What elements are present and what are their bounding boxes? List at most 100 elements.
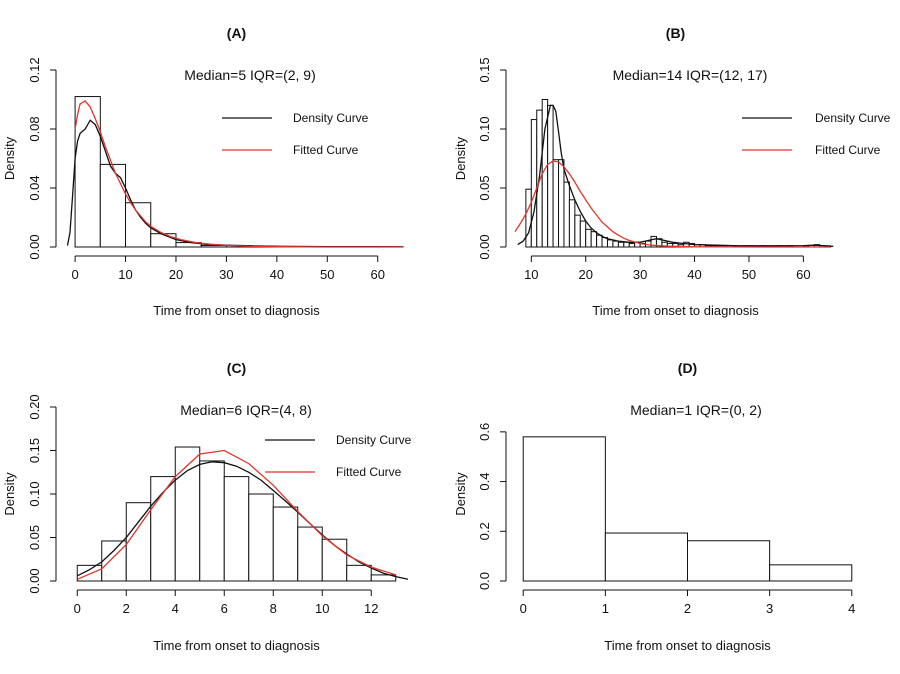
legend: Density Curve Fitted Curve xyxy=(222,111,369,157)
histogram-bar xyxy=(102,541,127,581)
histogram-bar xyxy=(531,120,536,247)
x-tick-label: 60 xyxy=(796,267,810,282)
x-axis-label: Time from onset to diagnosis xyxy=(604,638,771,653)
histogram-bar xyxy=(688,541,770,581)
y-tick-label: 0.10 xyxy=(477,116,492,141)
legend-label: Density Curve xyxy=(293,111,369,125)
histogram-bar xyxy=(151,234,176,247)
panel-title: (C) xyxy=(227,360,246,376)
x-tick-label: 0 xyxy=(74,601,81,616)
chart-panel-b: (B) Median=14 IQR=(12, 17) 10 20 30 40 50 60 Tim… xyxy=(453,25,891,318)
histogram-bar xyxy=(613,241,618,247)
histogram-bar xyxy=(249,494,274,581)
histogram-bar xyxy=(605,533,687,581)
x-tick-label: 10 xyxy=(524,267,538,282)
histogram-bar xyxy=(580,221,585,247)
histogram-bar xyxy=(553,160,558,247)
legend-label: Fitted Curve xyxy=(336,465,402,479)
y-tick-label: 0.20 xyxy=(27,394,42,419)
x-tick-label: 30 xyxy=(633,267,647,282)
y-tick-label: 0.00 xyxy=(477,234,492,259)
x-tick-label: 1 xyxy=(602,601,609,616)
x-tick-label: 12 xyxy=(364,601,378,616)
y-tick-label: 0.05 xyxy=(27,525,42,550)
panel-title: (D) xyxy=(678,360,697,376)
y-tick-label: 0.12 xyxy=(27,57,42,82)
histogram-bar xyxy=(100,164,125,247)
x-tick-label: 2 xyxy=(684,601,691,616)
stat-annotation: Median=6 IQR=(4, 8) xyxy=(180,402,312,418)
histogram-bar xyxy=(607,240,612,247)
histogram-bar xyxy=(564,182,569,247)
x-axis-label: Time from onset to diagnosis xyxy=(153,303,320,318)
legend-label: Density Curve xyxy=(815,111,891,125)
histogram-bar xyxy=(200,461,225,581)
x-tick-label: 30 xyxy=(219,267,233,282)
histogram-bar xyxy=(575,215,580,247)
histogram-bar xyxy=(586,229,591,247)
y-tick-label: 0.15 xyxy=(27,438,42,463)
y-tick-label: 0.08 xyxy=(27,116,42,141)
x-tick-label: 0 xyxy=(71,267,78,282)
histogram-bar xyxy=(75,97,100,247)
histogram-bar xyxy=(629,243,634,247)
histogram-bar xyxy=(548,105,553,247)
stat-annotation: Median=5 IQR=(2, 9) xyxy=(184,67,316,83)
y-tick-label: 0.2 xyxy=(477,522,492,540)
histogram-bar xyxy=(624,242,629,247)
y-axis-label: Density xyxy=(2,472,17,516)
histogram-bar xyxy=(224,477,249,581)
y-tick-label: 0.00 xyxy=(27,568,42,593)
y-tick-label: 0.05 xyxy=(477,175,492,200)
x-tick-label: 2 xyxy=(123,601,130,616)
histogram-bar xyxy=(347,565,372,581)
y-tick-label: 0.4 xyxy=(477,473,492,491)
histogram-bar xyxy=(526,189,531,247)
x-axis-label: Time from onset to diagnosis xyxy=(592,303,759,318)
panel-title: (B) xyxy=(666,25,685,41)
histogram-bar xyxy=(618,242,623,247)
x-tick-label: 60 xyxy=(371,267,385,282)
histogram-bar xyxy=(273,507,298,581)
x-tick-label: 10 xyxy=(118,267,132,282)
legend: Density Curve Fitted Curve xyxy=(265,433,412,479)
x-tick-label: 10 xyxy=(315,601,329,616)
y-tick-label: 0.04 xyxy=(27,175,42,200)
panel-title: (A) xyxy=(227,25,246,41)
x-tick-label: 40 xyxy=(687,267,701,282)
y-axis-label: Density xyxy=(453,136,468,180)
histogram-bar xyxy=(298,527,323,581)
stat-annotation: Median=1 IQR=(0, 2) xyxy=(630,402,762,418)
y-tick-label: 0.6 xyxy=(477,423,492,441)
x-axis-label: Time from onset to diagnosis xyxy=(153,638,320,653)
chart-panel-a: (A) Median=5 IQR=(2, 9) 0 10 20 30 40 50 60 Time … xyxy=(2,25,403,318)
x-tick-label: 3 xyxy=(766,601,773,616)
x-tick-label: 6 xyxy=(221,601,228,616)
histogram-bar xyxy=(559,160,564,247)
x-tick-label: 4 xyxy=(172,601,179,616)
legend-label: Density Curve xyxy=(336,433,412,447)
histogram-bar xyxy=(597,235,602,247)
histogram-bar xyxy=(770,565,852,581)
y-axis-label: Density xyxy=(2,136,17,180)
histogram-bar xyxy=(591,232,596,247)
y-tick-label: 0.0 xyxy=(477,572,492,590)
x-tick-label: 20 xyxy=(578,267,592,282)
x-tick-label: 50 xyxy=(320,267,334,282)
legend-label: Fitted Curve xyxy=(293,143,359,157)
x-tick-label: 8 xyxy=(270,601,277,616)
y-axis-label: Density xyxy=(453,472,468,516)
histogram-bar xyxy=(77,565,102,581)
histogram-bar xyxy=(175,447,200,581)
x-tick-label: 4 xyxy=(848,601,855,616)
x-tick-label: 20 xyxy=(169,267,183,282)
x-tick-label: 50 xyxy=(742,267,756,282)
y-tick-label: 0.15 xyxy=(477,57,492,82)
x-tick-label: 40 xyxy=(270,267,284,282)
stat-annotation: Median=14 IQR=(12, 17) xyxy=(613,67,768,83)
histogram-bar xyxy=(569,200,574,247)
chart-panel-c: (C) Median=6 IQR=(4, 8) 0 2 4 6 8 10 12 Time from… xyxy=(2,360,412,653)
